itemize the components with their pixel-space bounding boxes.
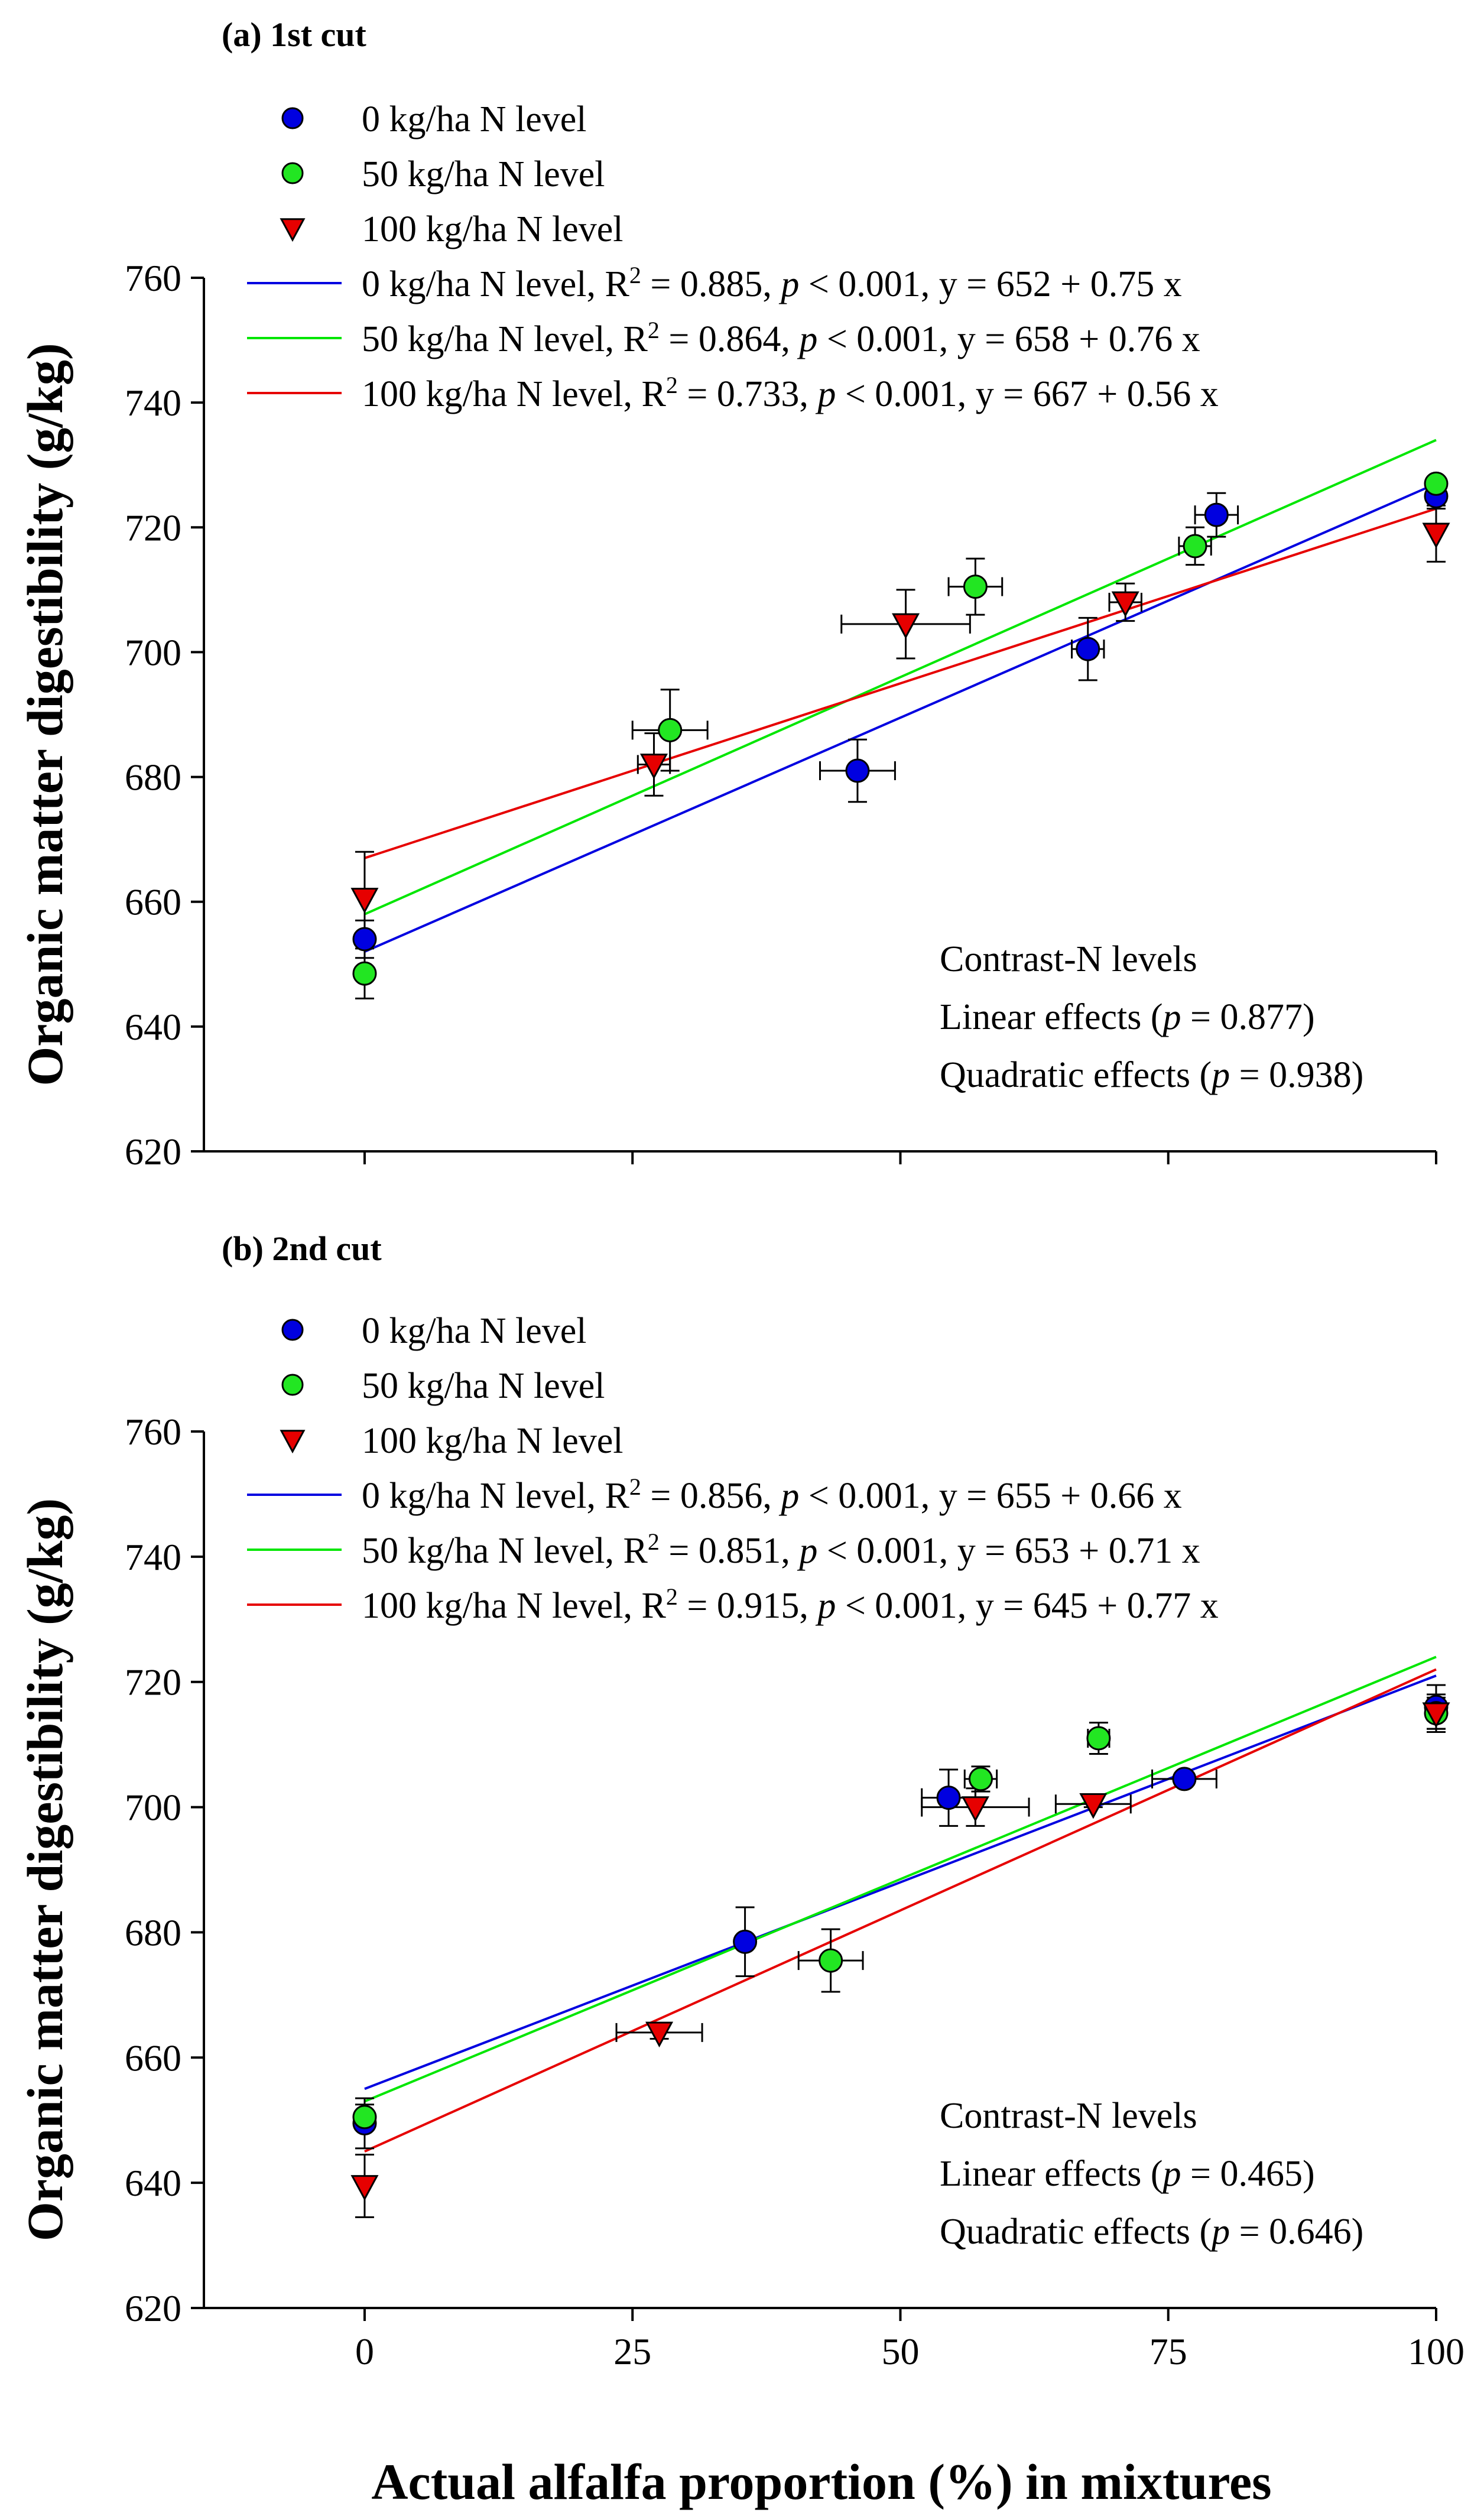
- data-point: [352, 2105, 377, 2130]
- legend-fit-label: 100 kg/ha N level, R2 = 0.733, p < 0.001…: [362, 372, 1219, 415]
- data-point: [645, 2021, 674, 2048]
- data-point: [845, 758, 870, 783]
- regression-line: [364, 482, 1437, 953]
- regression-line: [364, 1668, 1437, 2153]
- y-tick-label: 680: [125, 1911, 181, 1953]
- annotation-line: Contrast-N levels: [940, 2096, 1197, 2136]
- data-point: [936, 1786, 961, 1810]
- legend: 0 kg/ha N level 50 kg/ha N level 100 kg/ha…: [247, 99, 1219, 414]
- y-tick-label: 720: [125, 1661, 181, 1703]
- y-axis-label: Organic matter digestibility (g/kg): [17, 1498, 73, 2241]
- contrast-annotation: Contrast-N levels Linear effects (p = 0.8…: [940, 939, 1363, 1095]
- legend-label: 50 kg/ha N level: [362, 1366, 605, 1406]
- annotation-line: Quadratic effects (p = 0.938): [940, 1055, 1363, 1095]
- regression-line: [364, 439, 1437, 916]
- y-tick-label: 760: [125, 257, 181, 299]
- legend-label: 0 kg/ha N level: [362, 1311, 587, 1351]
- y-tick-label: 700: [125, 631, 181, 673]
- data-point: [968, 1767, 993, 1791]
- legend-label: 100 kg/ha N level: [362, 209, 624, 249]
- data-point: [350, 888, 379, 914]
- data-point: [733, 1929, 758, 1954]
- y-tick-label: 720: [125, 507, 181, 548]
- legend-fit-label: 100 kg/ha N level, R2 = 0.915, p < 0.001…: [362, 1583, 1219, 1627]
- legend-marker: [281, 1374, 304, 1396]
- data-point: [963, 574, 988, 599]
- x-tick-label: 25: [613, 2330, 651, 2372]
- data-point: [350, 2175, 379, 2201]
- x-axis-label: Actual alfalfa proportion (%) in mixture…: [371, 2453, 1271, 2510]
- legend-marker: [281, 162, 304, 184]
- x-tick-label: 75: [1149, 2330, 1187, 2372]
- legend-marker: [281, 107, 304, 129]
- legend-marker: [280, 218, 306, 242]
- data-point: [658, 718, 683, 742]
- legend-fit-label: 50 kg/ha N level, R2 = 0.864, p < 0.001,…: [362, 317, 1200, 360]
- data-point: [639, 754, 668, 780]
- y-axis-label: Organic matter digestibility (g/kg): [17, 343, 73, 1086]
- annotation-line: Contrast-N levels: [940, 939, 1197, 979]
- annotation-line: Linear effects (p = 0.877): [940, 997, 1315, 1037]
- data-point: [352, 927, 377, 952]
- legend-fit-label: 50 kg/ha N level, R2 = 0.851, p < 0.001,…: [362, 1528, 1200, 1572]
- data-point: [1204, 502, 1229, 527]
- panel-2nd-cut: (b) 2nd cut 620 640 660 680 700 720 740 760 0 25 50…: [17, 1229, 1464, 2372]
- y-tick-label: 760: [125, 1411, 181, 1453]
- legend-label: 50 kg/ha N level: [362, 154, 605, 194]
- data-point: [892, 613, 920, 640]
- regression-line: [364, 507, 1437, 859]
- panel-title: (b) 2nd cut: [222, 1229, 382, 1268]
- x-tick-label: 100: [1408, 2330, 1464, 2372]
- y-tick-label: 700: [125, 1787, 181, 1829]
- data-point: [1079, 1793, 1108, 1819]
- legend-label: 100 kg/ha N level: [362, 1421, 624, 1461]
- annotation-line: Linear effects (p = 0.465): [940, 2154, 1315, 2194]
- y-tick-label: 620: [125, 2287, 181, 2329]
- legend-fit-label: 0 kg/ha N level, R2 = 0.856, p < 0.001, …: [362, 1473, 1182, 1517]
- data-point: [1111, 591, 1139, 618]
- legend-label: 0 kg/ha N level: [362, 99, 587, 139]
- x-tick-label: 0: [355, 2330, 374, 2372]
- regression-line: [364, 1674, 1437, 2090]
- data-point: [1422, 1702, 1450, 1728]
- data-point: [1172, 1767, 1197, 1791]
- y-tick-label: 740: [125, 382, 181, 424]
- data-point: [1183, 534, 1207, 559]
- data-point: [819, 1948, 843, 1973]
- legend-marker: [281, 1319, 304, 1341]
- legend-marker: [280, 1430, 306, 1454]
- y-tick-label: 640: [125, 2162, 181, 2204]
- legend-fit-label: 0 kg/ha N level, R2 = 0.885, p < 0.001, …: [362, 262, 1182, 305]
- data-point: [961, 1796, 989, 1822]
- y-tick-label: 620: [125, 1131, 181, 1173]
- y-tick-label: 660: [125, 881, 181, 923]
- panel-1st-cut: (a) 1st cut 620 640 660 680 700 720 740 760 Organ…: [17, 15, 1450, 1173]
- contrast-annotation: Contrast-N levels Linear effects (p = 0.4…: [940, 2096, 1363, 2252]
- data-point: [1086, 1726, 1111, 1751]
- panel-title: (a) 1st cut: [222, 15, 367, 54]
- data-point: [1422, 522, 1450, 549]
- y-tick-label: 640: [125, 1006, 181, 1048]
- y-tick-label: 660: [125, 2037, 181, 2079]
- data-point: [352, 961, 377, 986]
- data-point: [1424, 471, 1449, 496]
- x-tick-label: 50: [881, 2330, 919, 2372]
- regression-line: [364, 1655, 1437, 2103]
- legend: 0 kg/ha N level 50 kg/ha N level 100 kg/ha…: [247, 1311, 1219, 1626]
- annotation-line: Quadratic effects (p = 0.646): [940, 2212, 1363, 2252]
- y-tick-label: 680: [125, 757, 181, 798]
- data-point: [1076, 637, 1100, 661]
- y-tick-label: 740: [125, 1536, 181, 1578]
